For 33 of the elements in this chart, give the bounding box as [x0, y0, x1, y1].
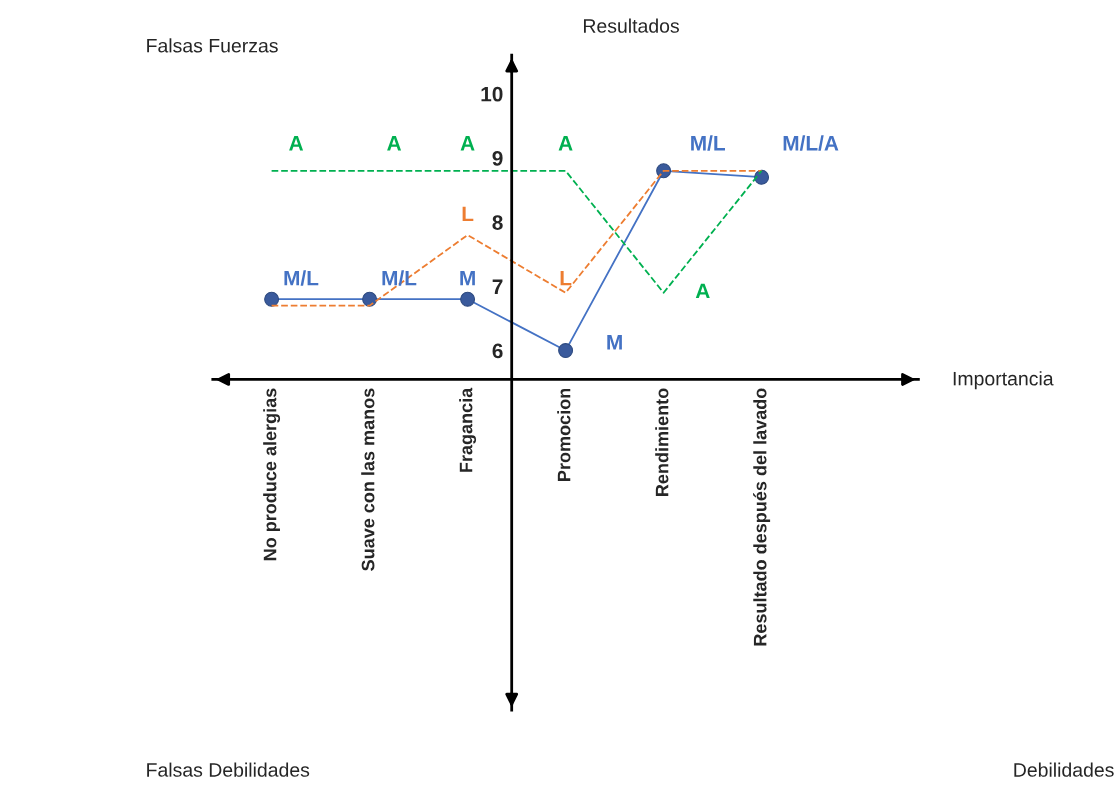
- annotation: A: [695, 283, 710, 299]
- y-tick-label: 7: [492, 279, 503, 294]
- annotation: M: [607, 335, 622, 350]
- annotation: M/L: [691, 135, 725, 151]
- x-tick-label: Resultado después del lavado: [753, 388, 771, 646]
- annotation: M/L/A: [783, 135, 839, 151]
- point: [362, 291, 378, 307]
- y-tick-label: 10: [481, 86, 503, 102]
- y-tick-label: 8: [492, 215, 503, 230]
- text: Falsas Debilidades: [147, 762, 310, 777]
- x-tick-label: Suave con las manos: [361, 388, 375, 571]
- annotation: M: [460, 270, 475, 286]
- point: [264, 291, 280, 307]
- annotation: A: [558, 136, 573, 151]
- point: [460, 291, 476, 307]
- annotation: L: [560, 270, 572, 286]
- text: Debilidades: [1014, 762, 1114, 777]
- annotation: A: [289, 136, 304, 151]
- y-tick-label: 9: [492, 150, 503, 166]
- annotation: L: [462, 206, 474, 222]
- y-tick-label: 6: [492, 343, 503, 359]
- text: Resultados: [584, 18, 679, 33]
- annotation: M/L: [382, 270, 417, 286]
- x-tick-label: Fragancia: [459, 387, 477, 472]
- point: [558, 343, 574, 359]
- x-tick-label: Rendimiento: [655, 388, 669, 496]
- text: Importancia: [953, 371, 1054, 390]
- x-tick-label: Promocion: [557, 388, 571, 481]
- annotation: A: [460, 136, 475, 151]
- text: Falsas Fuerzas: [147, 38, 278, 53]
- annotation: M/L: [284, 270, 319, 286]
- annotation: A: [387, 136, 402, 151]
- x-tick-label: No produce alergias: [263, 388, 281, 561]
